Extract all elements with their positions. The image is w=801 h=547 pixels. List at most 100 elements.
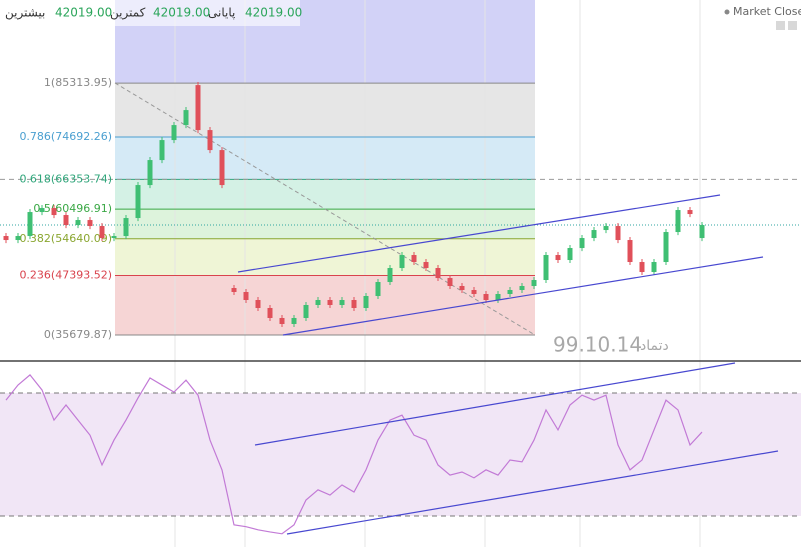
candle-body (39, 208, 45, 213)
candle-body (255, 300, 261, 308)
rsi-trend-lines (254, 362, 779, 535)
candle-body (627, 240, 633, 263)
candle-body (63, 215, 69, 226)
header: بیشترین 42019.00 کمترین 42019.00 پایانی … (0, 0, 801, 30)
candle-body (3, 236, 9, 241)
candle-body (519, 286, 525, 291)
candle-body (135, 185, 141, 219)
fib-band (115, 179, 535, 210)
header-bg (0, 0, 300, 26)
stat-label: بیشترین (5, 6, 45, 21)
candle-body (27, 212, 33, 237)
candle-body (327, 300, 333, 305)
candles (3, 82, 705, 328)
rsi-line (5, 374, 703, 535)
candle-body (315, 300, 321, 305)
status-dot (724, 9, 730, 15)
candle-body (363, 296, 369, 308)
stat-value: 42019.00 (153, 6, 210, 20)
candle-body (279, 317, 285, 324)
candle-body (483, 294, 489, 300)
candle-body (51, 208, 57, 216)
candle-body (447, 278, 453, 287)
candle-body (351, 300, 357, 308)
candle-body (87, 220, 93, 227)
candle-body (99, 226, 105, 239)
candle-body (603, 226, 609, 231)
candle-body (15, 236, 21, 241)
candle-body (399, 255, 405, 269)
candle-body (195, 85, 201, 131)
fib-level-label: 1(85313.95) (44, 76, 112, 89)
tool-button[interactable] (788, 21, 797, 30)
fib-band (115, 209, 535, 239)
candle-body (291, 317, 297, 324)
fib-anchor-line (114, 82, 536, 336)
candle-body (159, 140, 165, 161)
rsi-channel-upper (254, 362, 736, 446)
candle-body (543, 255, 549, 281)
candle-body (231, 288, 237, 293)
candle-body (207, 130, 213, 151)
candle-body (171, 125, 177, 141)
candle-body (147, 160, 153, 186)
candle-body (219, 150, 225, 186)
candle-body (423, 262, 429, 269)
candle-body (687, 210, 693, 215)
candle-body (267, 307, 273, 318)
candle-body (111, 236, 117, 239)
candle-body (651, 262, 657, 273)
candle-body (123, 218, 129, 237)
watermark-symbol: دتماد (640, 338, 669, 354)
candle-body (579, 238, 585, 249)
fib-bands (115, 83, 535, 335)
candle-body (411, 255, 417, 263)
candle-body (435, 268, 441, 279)
fib-band (115, 238, 535, 276)
fib-band (115, 137, 535, 180)
stat-value: 42019.00 (55, 6, 112, 20)
candle-body (339, 300, 345, 305)
candle-body (639, 262, 645, 273)
candle-body (567, 248, 573, 261)
fib-level-label: 0.382(54640.09) (19, 232, 112, 245)
candle-body (471, 290, 477, 295)
tool-button[interactable] (776, 21, 785, 30)
candle-body (675, 210, 681, 233)
candle-body (75, 220, 81, 226)
channel-upper (237, 194, 721, 273)
fib-level-label: 0.5(60496.91) (33, 202, 112, 215)
market-status: Market Closed (733, 5, 801, 18)
fib-level-label: 0.786(74692.26) (19, 130, 112, 143)
stat-label: پایانی (208, 6, 235, 20)
candle-body (183, 110, 189, 126)
fib-level-label: 0.618(66353.74) (19, 172, 112, 185)
fib-band (115, 275, 535, 335)
candle-body (243, 292, 249, 300)
rsi-pane (0, 374, 801, 535)
stat-label: کمترین (110, 6, 146, 21)
watermark-date: 99.10.14 (553, 333, 642, 357)
fib-band (115, 83, 535, 138)
trend-lines (237, 194, 764, 336)
candle-body (387, 268, 393, 283)
fib-level-label: 0.236(47393.52) (19, 269, 112, 282)
fib-level-label: 0(35679.87) (44, 328, 112, 341)
rsi-band (0, 393, 801, 516)
candle-body (507, 290, 513, 295)
candle-body (591, 230, 597, 239)
candle-body (459, 286, 465, 291)
candle-body (375, 282, 381, 297)
stat-value: 42019.00 (245, 6, 302, 20)
candle-body (303, 304, 309, 318)
candle-body (615, 226, 621, 241)
channel-lower (282, 256, 764, 336)
candle-body (555, 255, 561, 261)
candle-body (699, 225, 705, 239)
candle-body (663, 232, 669, 263)
rsi-channel-lower (286, 450, 779, 535)
candle-body (495, 294, 501, 300)
candle-body (531, 280, 537, 287)
